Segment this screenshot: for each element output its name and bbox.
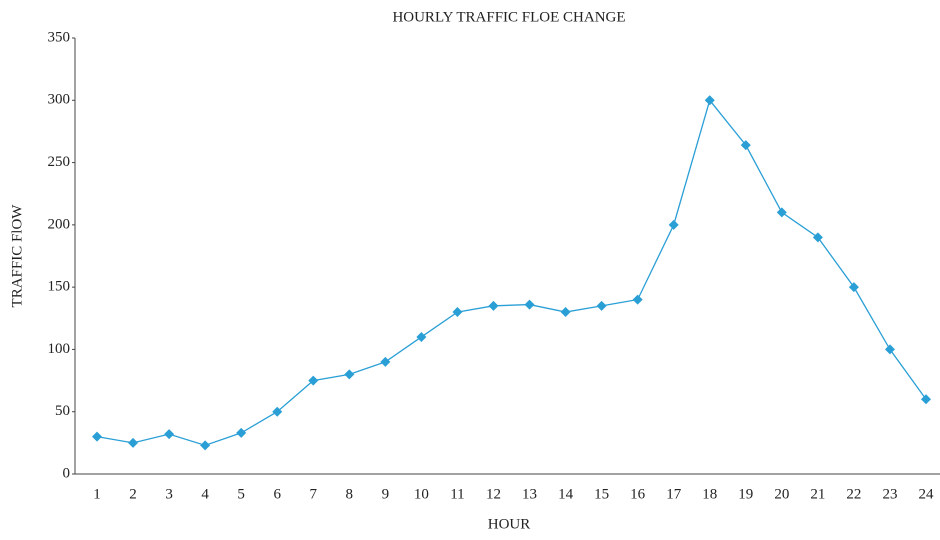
x-tick-label: 19 bbox=[738, 486, 753, 502]
x-tick-label: 24 bbox=[919, 486, 935, 502]
point bbox=[380, 356, 391, 367]
chart-title: HOURLY TRAFFIC FLOE CHANGE bbox=[392, 9, 625, 25]
x-tick-label: 22 bbox=[846, 486, 861, 502]
x-tick-label: 5 bbox=[237, 486, 245, 502]
point bbox=[560, 307, 571, 318]
y-tick-label: 150 bbox=[48, 279, 71, 295]
x-tick-label: 7 bbox=[310, 486, 318, 502]
x-tick-label: 17 bbox=[666, 486, 682, 502]
point bbox=[416, 331, 427, 342]
x-tick-label: 16 bbox=[630, 486, 646, 502]
y-tick-label: 300 bbox=[48, 92, 71, 108]
x-tick-label: 8 bbox=[346, 486, 354, 502]
point bbox=[308, 375, 319, 386]
x-tick-label: 15 bbox=[594, 486, 609, 502]
x-tick-label: 20 bbox=[774, 486, 789, 502]
x-tick-label: 14 bbox=[558, 486, 574, 502]
y-tick-label: 100 bbox=[48, 341, 71, 357]
point bbox=[596, 300, 607, 311]
y-tick-label: 200 bbox=[48, 216, 71, 232]
point bbox=[128, 437, 139, 448]
x-tick-label: 1 bbox=[93, 486, 101, 502]
point bbox=[488, 300, 499, 311]
series-line bbox=[96, 98, 927, 447]
x-tick-label: 23 bbox=[882, 486, 897, 502]
x-tick-label: 13 bbox=[522, 486, 537, 502]
y-tick-label: 50 bbox=[55, 403, 70, 419]
point bbox=[812, 232, 823, 243]
point bbox=[236, 427, 247, 438]
point bbox=[344, 369, 355, 380]
point bbox=[848, 282, 859, 293]
point bbox=[668, 219, 679, 230]
point bbox=[452, 307, 463, 318]
x-tick-label: 2 bbox=[129, 486, 137, 502]
x-tick-label: 21 bbox=[810, 486, 825, 502]
point bbox=[740, 140, 751, 151]
point bbox=[921, 394, 931, 405]
y-axis-label: TRAFFIC FlOW bbox=[9, 204, 25, 308]
x-tick-label: 18 bbox=[702, 486, 717, 502]
point bbox=[776, 207, 787, 218]
x-tick-label: 3 bbox=[165, 486, 173, 502]
point bbox=[272, 406, 283, 417]
y-tick-label: 0 bbox=[63, 465, 71, 481]
x-axis-label: HOUR bbox=[488, 516, 531, 532]
point bbox=[884, 344, 895, 355]
x-tick-label: 6 bbox=[273, 486, 281, 502]
y-tick-label: 250 bbox=[48, 154, 71, 170]
point bbox=[164, 429, 175, 440]
point bbox=[200, 440, 211, 451]
point bbox=[632, 294, 643, 305]
x-tick-label: 10 bbox=[414, 486, 429, 502]
point bbox=[704, 95, 715, 106]
x-tick-label: 9 bbox=[382, 486, 390, 502]
point bbox=[524, 299, 535, 310]
x-tick-label: 12 bbox=[486, 486, 501, 502]
point bbox=[92, 431, 102, 442]
y-tick-label: 350 bbox=[48, 29, 71, 45]
x-tick-label: 11 bbox=[450, 486, 464, 502]
x-tick-label: 4 bbox=[201, 486, 209, 502]
